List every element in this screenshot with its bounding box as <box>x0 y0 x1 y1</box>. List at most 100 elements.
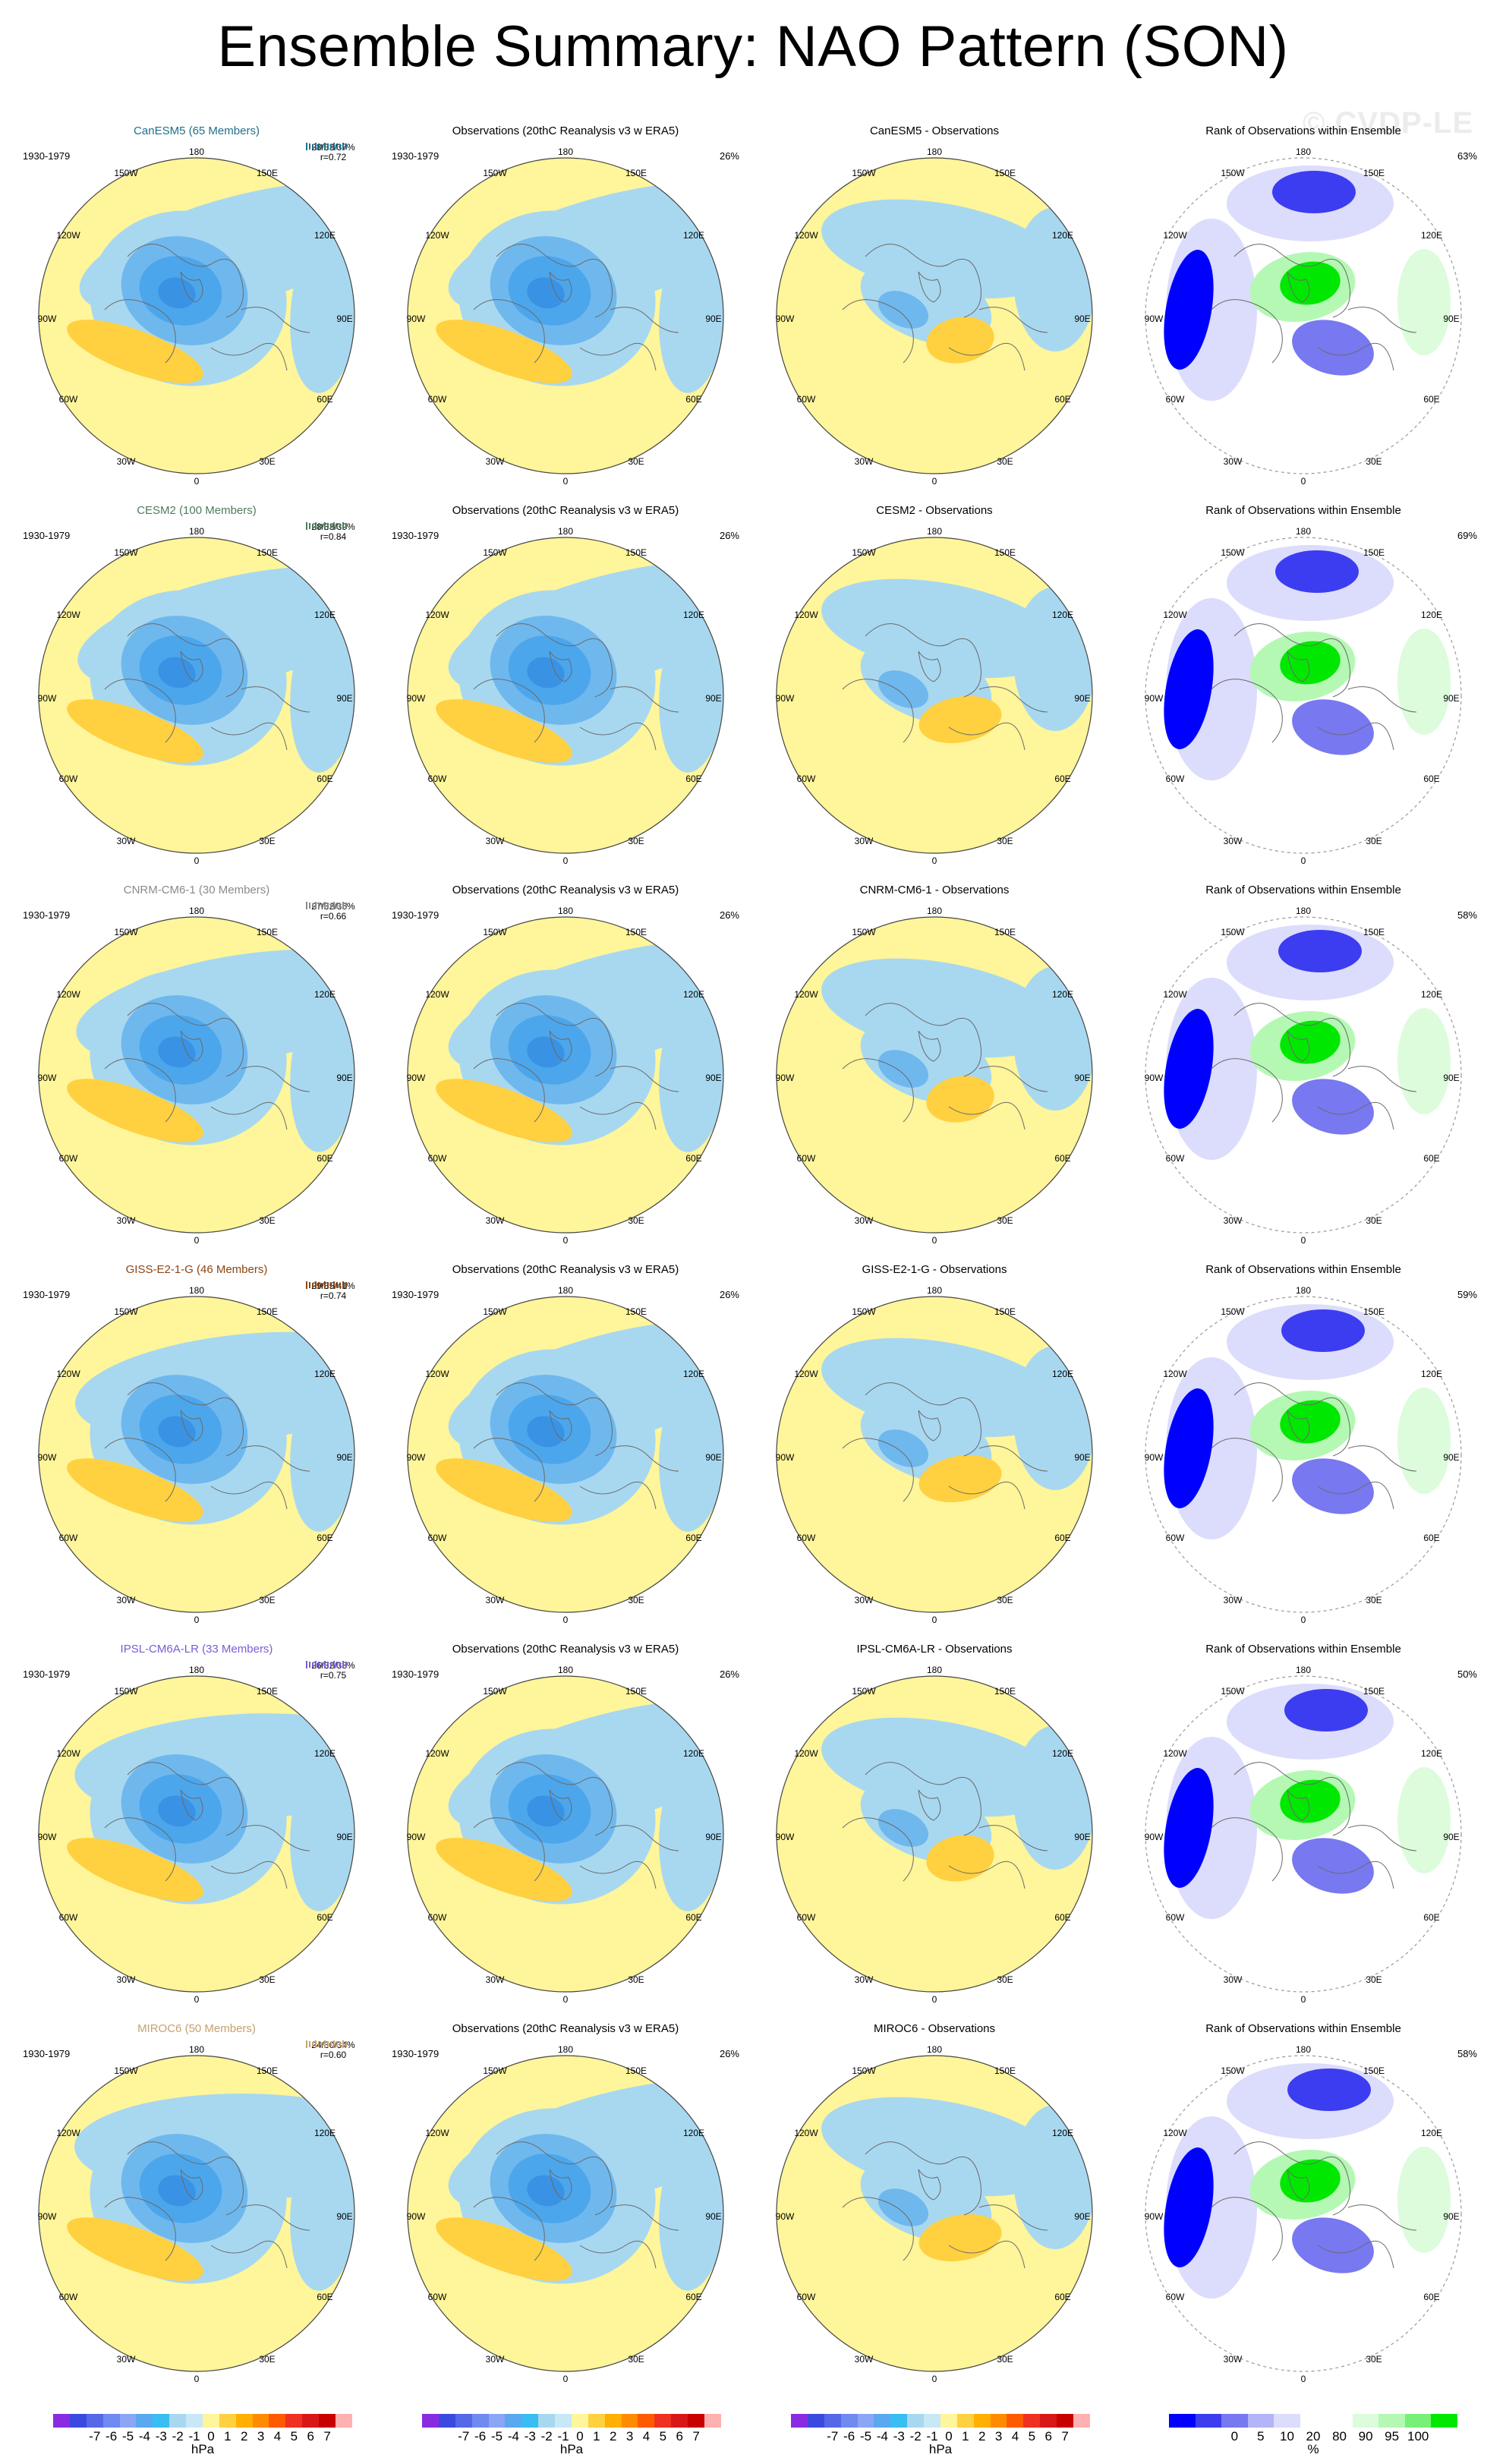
map-label: 180 <box>1295 2044 1312 2055</box>
map-label: 150E <box>256 1686 279 1697</box>
high-rank-region <box>1397 1767 1451 1873</box>
obs-percent: 26% <box>719 1668 739 1680</box>
coastline <box>241 1825 310 1851</box>
high-rank-region <box>1397 2147 1451 2253</box>
member-spread-icon <box>306 143 347 150</box>
obs-panel-0: 180 150W 150E 120W 120E 90W 90E 60W 60E 30W 30E 0 Ob… <box>383 120 748 487</box>
colorbar-cell <box>638 2414 655 2428</box>
map-label: 120W <box>56 230 80 241</box>
map-label: 30W <box>485 2354 505 2365</box>
coastline <box>579 1101 657 1130</box>
map-label: 60W <box>1165 1533 1185 1543</box>
rank-percent: 58% <box>1457 2048 1477 2059</box>
polar-map <box>1145 1296 1462 1613</box>
colorbar-cell <box>302 2414 319 2428</box>
map-label: 150W <box>114 547 138 558</box>
obs-panel-4: 180 150W 150E 120W 120E 90W 90E 60W 60E 30W 30E 0 Ob… <box>383 1638 748 2005</box>
map-label: 60W <box>427 1153 447 1164</box>
colorbar-cell <box>1221 2414 1248 2428</box>
map-field <box>39 537 354 853</box>
diff-panel-5: 180 150W 150E 120W 120E 90W 90E 60W 60E 30W 30E 0 MI… <box>751 2018 1117 2384</box>
colorbar-cell <box>202 2414 219 2428</box>
colorbar-cell <box>1378 2414 1405 2428</box>
map-label: 120W <box>425 1748 449 1759</box>
highest-rank-region <box>1280 1400 1341 1444</box>
coastline <box>948 1861 1026 1889</box>
map-label: 30W <box>1223 2354 1243 2365</box>
map-label: 0 <box>562 1615 569 1625</box>
coastline <box>473 2197 545 2261</box>
map-label: 90W <box>775 693 795 704</box>
light-negative-region <box>1013 966 1092 1111</box>
map-label: 150W <box>1221 1686 1245 1697</box>
coastline <box>579 1861 657 1889</box>
map-label: 180 <box>557 147 574 157</box>
diff-panel-0: 180 150W 150E 120W 120E 90W 90E 60W 60E 30W 30E 0 Ca… <box>751 120 1117 487</box>
coastline <box>473 679 545 743</box>
colorbar-tick: -2 <box>540 2429 553 2444</box>
light-negative-region <box>290 1365 354 1532</box>
map-boundary <box>407 2055 724 2372</box>
map-label: 180 <box>557 906 574 916</box>
highest-rank-region <box>1280 1020 1341 1064</box>
highest-rank-region <box>1280 641 1341 685</box>
map-label: 30E <box>1366 1215 1382 1226</box>
map-label: 90W <box>1144 1832 1164 1842</box>
coastline <box>842 679 914 743</box>
map-label: 60W <box>796 1533 816 1543</box>
map-label: 150E <box>256 168 279 178</box>
colorbar-tick: 1 <box>593 2429 600 2444</box>
map-boundary <box>1145 1675 1462 1993</box>
map-label: 60W <box>796 1153 816 1164</box>
coastline <box>127 244 244 318</box>
map-field <box>777 1297 1092 1612</box>
rank-panel-4: 180 150W 150E 120W 120E 90W 90E 60W 60E 30W 30E 0 Ra… <box>1120 1638 1486 2005</box>
map-label: 120E <box>682 2128 705 2138</box>
map-field <box>39 158 354 474</box>
coastline <box>918 1789 941 1821</box>
positive-anomaly <box>67 1079 203 1142</box>
map-field <box>777 158 1092 474</box>
map-boundary <box>776 1675 1093 1993</box>
map-label: 180 <box>188 1665 205 1675</box>
colorbar-tick: 2 <box>240 2429 248 2444</box>
strongest-negative-region <box>527 1416 565 1448</box>
coastline <box>549 651 572 682</box>
coastline <box>1317 1481 1394 1510</box>
colorbar-tick: 80 <box>1332 2429 1347 2444</box>
coastline <box>918 271 941 303</box>
coastline <box>918 2169 941 2201</box>
coastline <box>1211 679 1283 743</box>
coastline <box>842 1438 914 1502</box>
colorbar-cell <box>455 2414 472 2428</box>
coastline <box>104 1058 176 1123</box>
map-label: 60W <box>427 2292 447 2302</box>
coastline <box>180 2169 203 2201</box>
colorbar-tick: -4 <box>138 2429 150 2444</box>
polar-map <box>1145 157 1462 474</box>
map-label: 180 <box>1295 526 1312 537</box>
colorbar-tick: 7 <box>692 2429 700 2444</box>
map-label: 120E <box>1420 610 1443 620</box>
map-label: 60E <box>685 774 702 784</box>
map-label: 90E <box>705 693 722 704</box>
map-label: 120E <box>313 2128 336 2138</box>
map-label: 120E <box>682 1748 705 1759</box>
map-label: 30W <box>116 1215 136 1226</box>
positive-anomaly <box>436 699 572 763</box>
map-label: 90W <box>775 1452 795 1463</box>
map-label: 0 <box>562 476 569 487</box>
map-label: 60W <box>796 1912 816 1923</box>
map-boundary <box>38 1296 355 1613</box>
coastline <box>948 1101 1026 1130</box>
coastline <box>127 1382 244 1457</box>
map-label: 180 <box>188 2044 205 2055</box>
map-label: 150E <box>256 1306 279 1317</box>
obs-percent: 26% <box>719 909 739 921</box>
map-field <box>408 2056 723 2371</box>
polar-map <box>776 2055 1093 2372</box>
colorbar-tick: -2 <box>172 2429 184 2444</box>
map-label: 90E <box>1074 1832 1091 1842</box>
coastline <box>104 679 176 743</box>
coastline <box>978 307 1048 333</box>
